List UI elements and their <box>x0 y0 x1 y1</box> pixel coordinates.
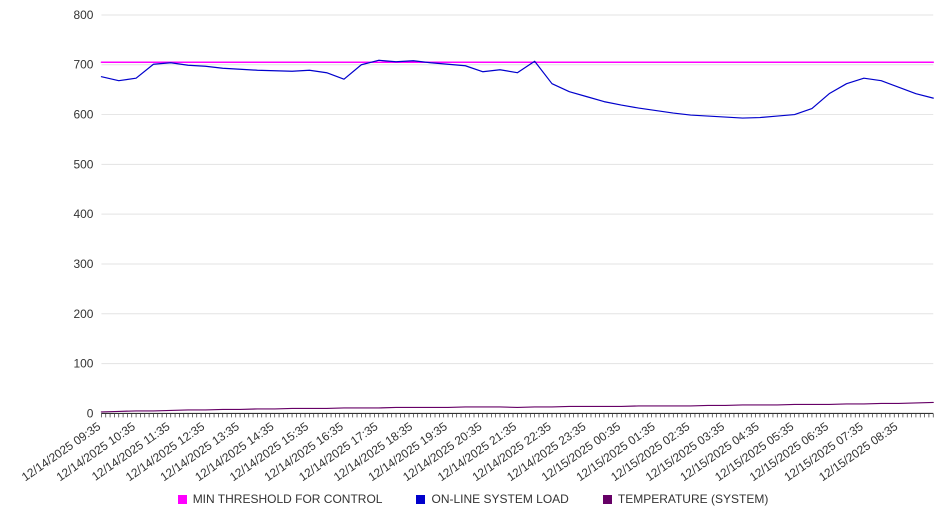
legend-swatch-blue <box>416 494 426 504</box>
legend-swatch-magenta <box>177 494 187 504</box>
svg-text:800: 800 <box>74 8 94 22</box>
legend-item-temperature-system[interactable]: TEMPERATURE (SYSTEM) <box>602 492 769 507</box>
legend-item-online-system-load[interactable]: ON-LINE SYSTEM LOAD <box>416 492 569 507</box>
svg-text:300: 300 <box>74 257 94 271</box>
svg-text:100: 100 <box>74 357 94 371</box>
legend-label: ON-LINE SYSTEM LOAD <box>431 492 569 507</box>
svg-text:600: 600 <box>74 108 94 122</box>
svg-text:500: 500 <box>74 157 94 171</box>
legend-label: TEMPERATURE (SYSTEM) <box>617 492 769 507</box>
chart-legend: MIN THRESHOLD FOR CONTROL ON-LINE SYSTEM… <box>0 490 946 526</box>
legend-label: MIN THRESHOLD FOR CONTROL <box>192 492 383 507</box>
svg-text:700: 700 <box>74 58 94 72</box>
svg-text:0: 0 <box>87 406 94 420</box>
svg-text:400: 400 <box>74 207 94 221</box>
svg-text:200: 200 <box>74 307 94 321</box>
legend-item-min-threshold[interactable]: MIN THRESHOLD FOR CONTROL <box>177 492 383 507</box>
legend-swatch-purple <box>602 494 612 504</box>
